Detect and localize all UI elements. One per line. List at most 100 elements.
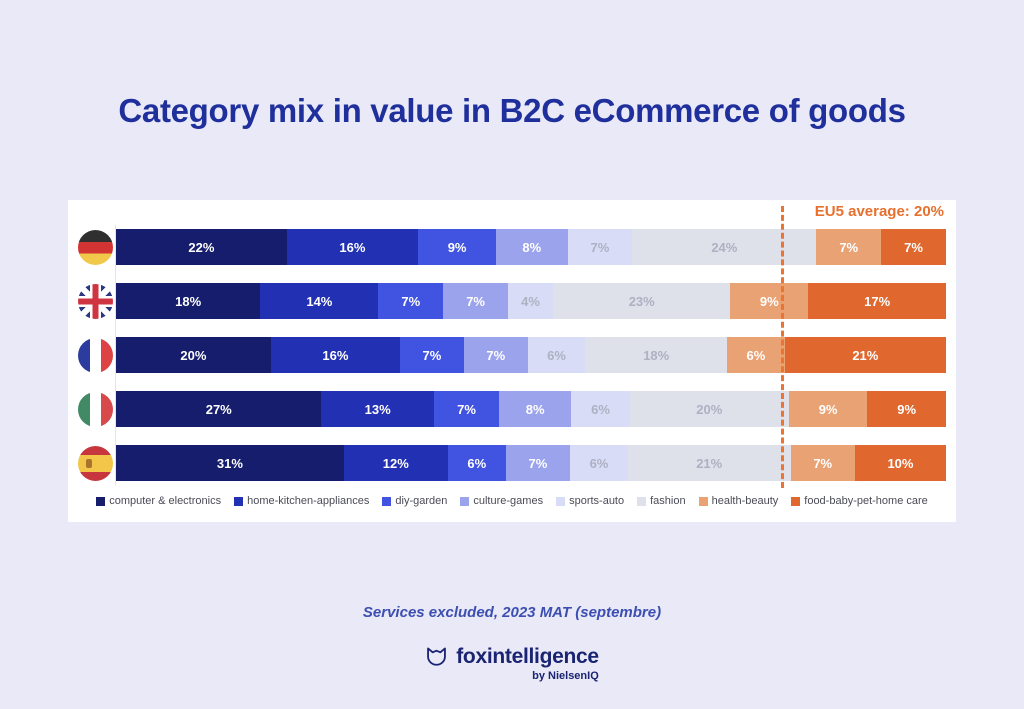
brand-name: foxintelligence bbox=[456, 645, 599, 668]
bar-segment: 8% bbox=[499, 391, 572, 427]
segment-value-label: 7% bbox=[839, 239, 859, 255]
fr-flag-icon bbox=[78, 337, 113, 373]
bar-segment: 7% bbox=[443, 283, 509, 319]
legend-item: sports-auto bbox=[556, 495, 624, 507]
brand-byline: by NielsenIQ bbox=[532, 670, 599, 682]
bar-segment: 21% bbox=[627, 445, 791, 481]
legend-swatch-icon bbox=[556, 496, 566, 506]
segment-value-label: 9% bbox=[818, 401, 838, 417]
page-title: Category mix in value in B2C eCommerce o… bbox=[118, 92, 906, 130]
bar-segment: 22% bbox=[116, 229, 287, 265]
segment-value-label: 24% bbox=[711, 239, 738, 255]
bar-segment: 7% bbox=[399, 337, 464, 373]
legend-item: health-beauty bbox=[698, 495, 779, 507]
bar-segment: 27% bbox=[116, 391, 322, 427]
bar-segment: 18% bbox=[116, 283, 261, 319]
segment-value-label: 21% bbox=[852, 347, 879, 363]
legend-label: food-baby-pet-home care bbox=[804, 495, 928, 507]
legend-label: health-beauty bbox=[711, 495, 779, 507]
segment-value-label: 22% bbox=[188, 239, 215, 255]
legend-swatch-icon bbox=[460, 496, 470, 506]
chart-footnote: Services excluded, 2023 MAT (septembre) bbox=[362, 604, 662, 621]
bar-segment: 10% bbox=[854, 445, 946, 481]
segment-value-label: 7% bbox=[813, 455, 833, 471]
segment-value-label: 21% bbox=[696, 455, 723, 471]
segment-value-label: 6% bbox=[589, 455, 609, 471]
segment-value-label: 7% bbox=[590, 239, 610, 255]
bar-segment: 17% bbox=[808, 283, 947, 319]
segment-value-label: 7% bbox=[528, 455, 548, 471]
bar-segment: 9% bbox=[867, 391, 946, 427]
bar-track: 27% 13% 7% 8% 6% 20% 9% 9% bbox=[116, 391, 946, 427]
country-row: 22% 16% 9% 8% 7% 24% 7% 7% bbox=[78, 229, 946, 265]
segment-value-label: 18% bbox=[175, 293, 202, 309]
segment-value-label: 9% bbox=[447, 239, 467, 255]
bar-segment: 7% bbox=[567, 229, 633, 265]
segment-value-label: 6% bbox=[467, 455, 487, 471]
es-flag-icon bbox=[78, 445, 113, 481]
bar-segment: 16% bbox=[286, 229, 419, 265]
legend-item: food-baby-pet-home care bbox=[791, 495, 928, 507]
bar-track: 31% 12% 6% 7% 6% 21% 7% 10% bbox=[116, 445, 946, 481]
segment-value-label: 23% bbox=[628, 293, 655, 309]
segment-value-label: 18% bbox=[643, 347, 670, 363]
bar-segment: 6% bbox=[447, 445, 506, 481]
segment-value-label: 16% bbox=[322, 347, 349, 363]
bar-segment: 20% bbox=[629, 391, 789, 427]
legend-item: home-kitchen-appliances bbox=[234, 495, 369, 507]
brand-logo: foxintelligence by NielsenIQ bbox=[0, 645, 1024, 682]
segment-value-label: 14% bbox=[306, 293, 333, 309]
bar-segment: 7% bbox=[505, 445, 571, 481]
legend-label: fashion bbox=[650, 495, 686, 507]
chart-axis-line bbox=[115, 225, 116, 485]
country-row: 18% 14% 7% 7% 4% 23% 9% 17% bbox=[78, 283, 947, 319]
bar-segment: 9% bbox=[730, 283, 809, 319]
legend-swatch-icon bbox=[234, 496, 244, 506]
legend-item: diy-garden bbox=[382, 495, 447, 507]
bar-segment: 7% bbox=[378, 283, 444, 319]
bar-segment: 7% bbox=[816, 229, 882, 265]
bar-segment: 4% bbox=[508, 283, 554, 319]
segment-value-label: 7% bbox=[457, 401, 476, 417]
segment-value-label: 13% bbox=[364, 401, 391, 417]
bar-segment: 16% bbox=[270, 337, 400, 373]
chart-card: EU5 average: 20% 22% 16% 9% 8% 7% 24% 7% 7% 18% 1… bbox=[68, 200, 956, 522]
eu5-average-dashed-line bbox=[781, 206, 784, 488]
bar-segment: 23% bbox=[553, 283, 731, 319]
bar-track: 22% 16% 9% 8% 7% 24% 7% 7% bbox=[116, 229, 946, 265]
bar-segment: 24% bbox=[632, 229, 817, 265]
segment-value-label: 6% bbox=[746, 347, 766, 363]
legend-label: computer & electronics bbox=[109, 495, 222, 507]
legend-swatch-icon bbox=[637, 496, 647, 506]
segment-value-label: 7% bbox=[401, 293, 421, 309]
segment-value-label: 20% bbox=[696, 401, 723, 417]
segment-value-label: 31% bbox=[216, 455, 243, 471]
it-flag-icon bbox=[78, 391, 113, 427]
bar-segment: 6% bbox=[570, 445, 628, 481]
bar-segment: 20% bbox=[116, 337, 271, 373]
segment-value-label: 6% bbox=[547, 347, 566, 363]
eu5-average-annotation: EU5 average: 20% bbox=[814, 203, 944, 220]
bar-segment: 14% bbox=[260, 283, 379, 319]
country-row: 27% 13% 7% 8% 6% 20% 9% 9% bbox=[78, 391, 946, 427]
segment-value-label: 8% bbox=[525, 401, 545, 417]
segment-value-label: 27% bbox=[205, 401, 232, 417]
segment-value-label: 7% bbox=[466, 293, 485, 309]
legend-item: fashion bbox=[637, 495, 686, 507]
bar-segment: 9% bbox=[788, 391, 868, 427]
legend-swatch-icon bbox=[96, 496, 106, 506]
bar-track: 20% 16% 7% 7% 6% 18% 6% 21% bbox=[116, 337, 946, 373]
segment-value-label: 7% bbox=[422, 347, 442, 363]
legend-item: computer & electronics bbox=[96, 495, 221, 507]
country-row: 20% 16% 7% 7% 6% 18% 6% 21% bbox=[78, 337, 946, 373]
legend-item: culture-games bbox=[460, 495, 543, 507]
legend-swatch-icon bbox=[791, 496, 801, 506]
bar-segment: 9% bbox=[418, 229, 497, 265]
segment-value-label: 12% bbox=[382, 455, 409, 471]
bar-segment: 18% bbox=[585, 337, 728, 373]
bar-segment: 13% bbox=[321, 391, 434, 427]
bar-track: 18% 14% 7% 7% 4% 23% 9% 17% bbox=[116, 283, 947, 319]
de-flag-icon bbox=[78, 229, 113, 265]
legend-label: home-kitchen-appliances bbox=[247, 495, 370, 507]
legend-swatch-icon bbox=[382, 496, 392, 506]
